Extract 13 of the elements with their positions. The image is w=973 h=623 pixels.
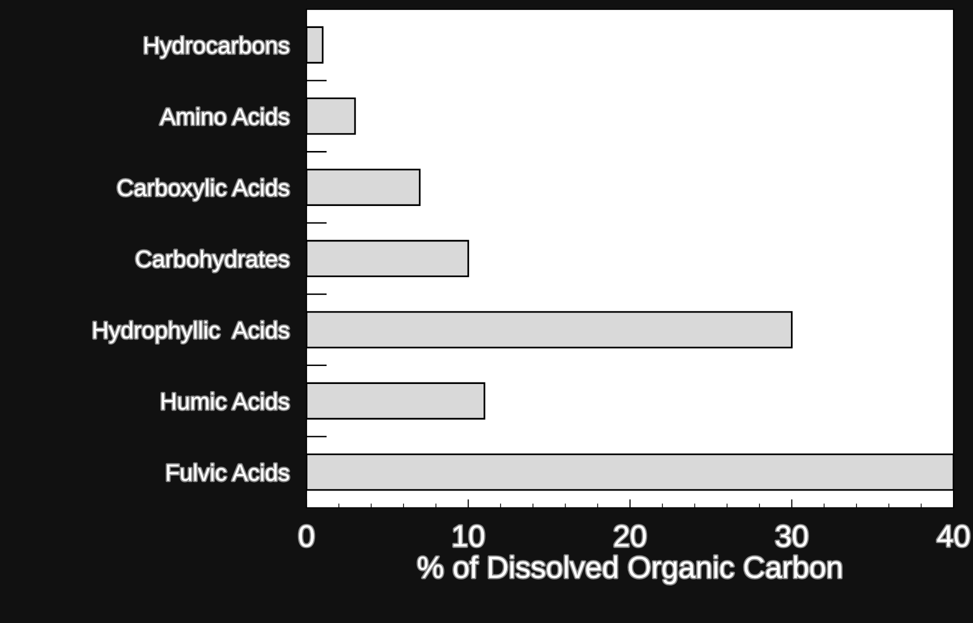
x-axis-title: % of Dissolved Organic Carbon <box>418 556 842 584</box>
y-tick-label: Carbohydrates <box>136 250 289 272</box>
x-tick-label: 0 <box>299 525 314 547</box>
y-tick-label: Fulvic Acids <box>167 464 289 481</box>
y-tick-label: Hydrocarbons <box>144 36 289 58</box>
y-tick-label: Carboxylic Acids <box>118 178 289 201</box>
x-tick-label: 30 <box>776 525 808 547</box>
y-tick-label: Amino Acids <box>160 108 289 125</box>
x-tick-label: 20 <box>614 525 646 547</box>
y-tick-label: Hydrophyllic Acids <box>94 321 289 344</box>
x-tick-label: 40 <box>937 525 970 547</box>
y-tick-label: Humic Acids <box>162 392 289 410</box>
x-tick-label: 10 <box>454 525 484 547</box>
